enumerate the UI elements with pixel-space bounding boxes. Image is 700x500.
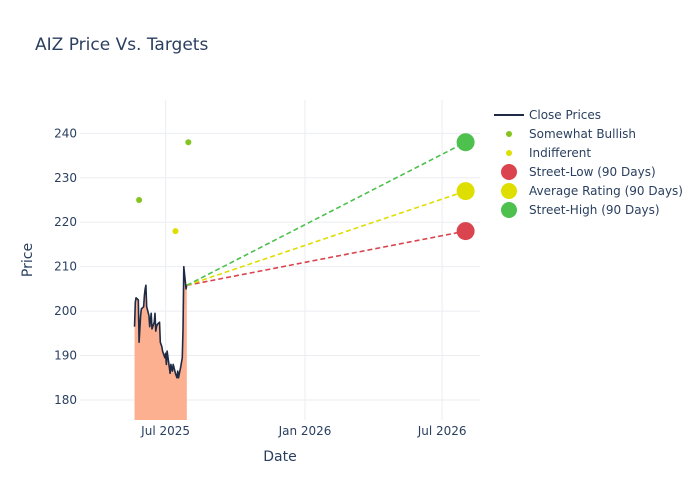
x-axis-title: Date — [263, 449, 296, 465]
legend-item: Street-Low (90 Days) — [501, 164, 656, 180]
indifferent-point — [172, 228, 179, 235]
legend-label: Street-Low (90 Days) — [529, 165, 656, 179]
legend-swatch-dot — [501, 164, 517, 180]
x-tick-label: Jan 2026 — [278, 424, 332, 438]
y-tick-label: 240 — [54, 126, 77, 140]
legend-item: Street-High (90 Days) — [501, 202, 660, 218]
y-tick-label: 190 — [54, 349, 77, 363]
street-high-90-days-dashed-line — [186, 141, 466, 287]
legend-item: Average Rating (90 Days) — [501, 183, 683, 199]
street-low-90-days-dashed-line — [186, 230, 466, 287]
marker-layer — [136, 139, 192, 235]
average-rating-90-days-marker — [456, 182, 475, 201]
y-tick-label: 210 — [54, 260, 77, 274]
legend-label: Somewhat Bullish — [529, 127, 636, 141]
chart-title: AIZ Price Vs. Targets — [35, 35, 208, 55]
close-price-area — [134, 266, 187, 420]
y-tick-label: 180 — [54, 393, 77, 407]
legend-item: Somewhat Bullish — [506, 127, 636, 141]
street-low-90-days-marker — [456, 222, 475, 241]
y-tick-label: 220 — [54, 215, 77, 229]
legend-label: Close Prices — [529, 108, 601, 122]
legend-item: Indifferent — [506, 146, 591, 160]
legend-item: Close Prices — [494, 108, 601, 122]
legend-swatch-dot — [506, 131, 512, 137]
axis-layer: 180 190 200 210 220 230 240 Jul 2025 Jan 2026 Jul… — [54, 126, 466, 438]
legend-swatch-dot — [501, 183, 517, 199]
legend-label: Street-High (90 Days) — [529, 203, 660, 217]
legend-swatch-dot — [506, 150, 512, 156]
street-high-90-days-marker — [456, 133, 475, 152]
legend-label: Average Rating (90 Days) — [529, 184, 683, 198]
y-axis-title: Price — [20, 243, 36, 277]
close-price-line — [133, 265, 188, 379]
legend-swatch-dot — [501, 202, 517, 218]
x-tick-label: Jul 2025 — [140, 424, 190, 438]
line-layer — [133, 265, 188, 379]
average-rating-90-days-dashed-line — [186, 190, 466, 287]
target-layer — [186, 133, 475, 287]
y-tick-label: 230 — [54, 171, 77, 185]
somewhat-bullish-point — [136, 197, 143, 203]
x-tick-label: Jul 2026 — [417, 424, 467, 438]
somewhat-bullish-point — [185, 139, 192, 146]
legend-label: Indifferent — [529, 146, 591, 160]
legend: Close Prices Somewhat Bullish Indifferent S… — [494, 108, 683, 218]
area-layer — [134, 266, 187, 420]
y-tick-label: 200 — [54, 304, 77, 318]
